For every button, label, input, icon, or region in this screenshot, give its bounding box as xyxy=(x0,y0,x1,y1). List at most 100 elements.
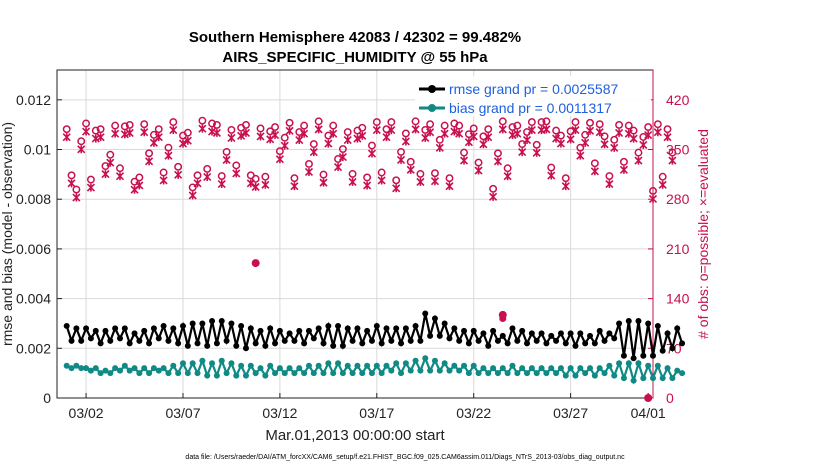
obs-evaluated-point xyxy=(207,127,217,136)
obs-possible-point xyxy=(392,176,401,185)
rmse-point xyxy=(262,342,269,349)
obs-evaluated-point xyxy=(82,127,91,136)
obs-possible-point xyxy=(154,125,163,134)
bias-point xyxy=(233,372,240,379)
obs-evaluated-point xyxy=(663,133,672,142)
bias-point xyxy=(373,362,380,369)
rmse-point xyxy=(179,322,186,329)
bias-point xyxy=(335,360,342,367)
obs-possible-point xyxy=(547,163,556,172)
obs-evaluated-point xyxy=(406,165,415,174)
rmse-point xyxy=(213,340,220,347)
bias-point xyxy=(165,370,172,377)
obs-possible-point xyxy=(271,123,279,132)
rmse-point xyxy=(373,322,380,329)
rmse-point xyxy=(407,337,414,344)
bias-point xyxy=(194,370,201,377)
bias-point xyxy=(640,375,647,382)
bias-point xyxy=(136,370,143,377)
obs-evaluated-point xyxy=(377,176,386,185)
y-tick-label-right: 420 xyxy=(666,92,690,108)
rmse-point xyxy=(364,327,371,334)
y-tick-label-left: 0.01 xyxy=(24,142,51,158)
bias-point xyxy=(417,367,424,374)
bias-point xyxy=(68,365,75,372)
bias-point xyxy=(146,370,153,377)
bias-point xyxy=(669,375,676,382)
obs-evaluated-point xyxy=(86,183,95,192)
bias-point xyxy=(654,362,661,369)
rmse-point xyxy=(242,345,249,352)
obs-possible-point xyxy=(309,140,318,149)
bias-point xyxy=(422,355,429,362)
rmse-point xyxy=(553,337,560,344)
obs-evaluated-point xyxy=(91,134,100,143)
rmse-point xyxy=(83,325,90,332)
rmse-point xyxy=(650,352,656,359)
obs-evaluated-point xyxy=(615,128,624,137)
bias-point xyxy=(635,360,642,367)
bias-point xyxy=(286,365,293,372)
x-tick-label: 03/07 xyxy=(165,405,200,421)
rmse-point xyxy=(393,325,400,332)
x-tick-label: 03/02 xyxy=(69,405,104,421)
rmse-point xyxy=(398,340,405,347)
obs-possible-point xyxy=(358,123,367,132)
rmse-point xyxy=(291,337,298,344)
obs-evaluated-point xyxy=(605,179,614,189)
left-axis: 0 0.002 0.004 0.006 0.008 0.01 0.012 xyxy=(16,92,62,406)
obs-evaluated-point xyxy=(455,129,464,138)
obs-possible-point xyxy=(198,116,207,125)
bias-point xyxy=(620,375,627,382)
obs-evaluated-point xyxy=(144,157,154,166)
rmse-point xyxy=(131,330,138,337)
rmse-point xyxy=(63,322,70,329)
obs-possible-point xyxy=(174,162,183,171)
obs-evaluated-point xyxy=(169,126,178,135)
obs-possible-point xyxy=(372,118,381,127)
obs-possible-point xyxy=(116,164,124,173)
obs-possible-point xyxy=(280,133,289,142)
obs-evaluated-point xyxy=(503,172,512,181)
rmse-point xyxy=(252,340,259,347)
bias-point xyxy=(155,367,162,374)
obs-evaluated-point xyxy=(217,179,226,189)
obs-possible-point xyxy=(571,118,580,127)
legend-bias-label: bias grand pr = 0.0011317 xyxy=(449,100,612,116)
bias-series xyxy=(63,355,686,385)
bias-point xyxy=(407,367,414,374)
bias-point xyxy=(553,370,560,377)
bias-point xyxy=(238,362,245,369)
obs-evaluated-point xyxy=(556,139,566,148)
bias-point xyxy=(388,367,395,374)
bias-point xyxy=(475,370,482,377)
bias-point xyxy=(354,362,361,369)
rmse-point xyxy=(533,337,540,344)
obs-possible-point xyxy=(629,126,638,135)
bias-point xyxy=(441,360,448,367)
rmse-point xyxy=(112,325,119,332)
rmse-point xyxy=(315,325,322,332)
rmse-point xyxy=(272,340,279,347)
obs-evaluated-point xyxy=(309,148,318,157)
bias-point xyxy=(189,360,196,367)
obs-possible-point xyxy=(343,128,352,136)
rmse-point xyxy=(175,340,182,347)
obs-evaluated-point xyxy=(653,128,662,137)
rmse-point xyxy=(335,322,342,329)
obs-evaluated-point xyxy=(527,126,536,135)
rmse-point xyxy=(557,330,564,337)
bias-point xyxy=(272,370,279,377)
obs-possible-point xyxy=(188,183,197,192)
obs-evaluated-point xyxy=(106,158,115,167)
bias-point xyxy=(199,357,206,364)
obs-possible-point xyxy=(595,120,604,129)
bias-point xyxy=(427,367,434,374)
obs-evaluated-point xyxy=(222,155,231,164)
bias-point xyxy=(262,372,269,379)
obs-possible-point xyxy=(319,170,328,179)
bias-point xyxy=(519,365,526,372)
obs-possible-point xyxy=(91,126,100,135)
rmse-point xyxy=(524,340,531,347)
obs-evaluated-point xyxy=(450,127,459,136)
